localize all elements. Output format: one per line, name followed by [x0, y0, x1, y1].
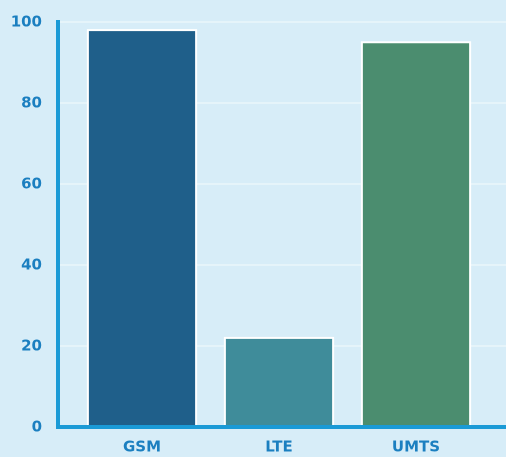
x-tick-label: LTE	[265, 438, 293, 456]
bar	[88, 30, 196, 427]
y-tick-label: 0	[32, 418, 42, 436]
page: 020406080100GSMLTEUMTS (() => { const da…	[0, 0, 506, 457]
x-tick-label: UMTS	[392, 438, 440, 456]
y-tick-label: 60	[21, 175, 42, 193]
y-tick-label: 100	[11, 13, 42, 31]
x-tick-label: GSM	[123, 438, 161, 456]
bar	[362, 42, 470, 427]
y-tick-label: 80	[21, 94, 42, 112]
y-tick-label: 40	[21, 256, 42, 274]
y-tick-label: 20	[21, 337, 42, 355]
bar	[225, 338, 333, 427]
chart: 0 20 40 60 80 100 GSM LTE UMTS	[0, 0, 506, 457]
